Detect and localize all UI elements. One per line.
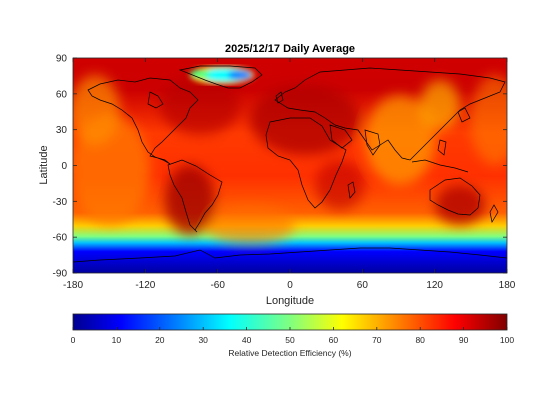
x-tick-label: -180 (63, 280, 83, 291)
y-tick-label: 0 (61, 161, 67, 172)
heatmap-field (73, 58, 507, 273)
coastline-uk (275, 91, 284, 104)
coastline-arabia (329, 124, 353, 149)
x-tick-label: 60 (357, 280, 369, 291)
colorbar-tick-label: 100 (500, 335, 514, 345)
colorbar-ticks: 0 10 20 30 40 50 60 70 80 90 100 (71, 327, 514, 345)
coastline-japan (457, 107, 471, 123)
coastline-africa (265, 117, 347, 209)
coastline-north-america (87, 77, 199, 165)
coastline-philippines (437, 139, 447, 156)
coastline-south-america (167, 159, 223, 233)
colorbar-tick-label: 80 (415, 335, 425, 345)
coastline-greenland (178, 65, 263, 89)
x-tick-label: -120 (135, 280, 155, 291)
y-tick-label: -30 (53, 197, 68, 208)
coastline-madagascar (347, 181, 356, 199)
colorbar-tick-label: 30 (198, 335, 208, 345)
coastline-antarctica (73, 247, 507, 263)
x-axis: -180 -120 -60 0 60 120 180 (63, 58, 516, 291)
y-tick-label: 30 (56, 125, 68, 136)
colorbar-tick-label: 60 (329, 335, 339, 345)
colorbar-label: Relative Detection Efficiency (%) (228, 348, 351, 358)
chart-title: 2025/12/17 Daily Average (225, 43, 355, 55)
coastline-india (364, 129, 381, 156)
colorbar-tick-label: 50 (285, 335, 295, 345)
y-axis-label: Latitude (38, 145, 50, 184)
y-tick-label: -60 (53, 233, 68, 244)
x-tick-label: -60 (210, 280, 225, 291)
colorbar-tick-label: 0 (71, 335, 76, 345)
coastline-hudson-bay (147, 91, 164, 109)
coastlines (73, 65, 507, 263)
x-tick-label: 120 (426, 280, 443, 291)
x-axis-label: Longitude (266, 295, 314, 307)
colorbar-tick-label: 70 (372, 335, 382, 345)
y-axis: 90 60 30 0 -30 -60 -90 (53, 54, 507, 280)
colorbar-tick-label: 90 (459, 335, 469, 345)
x-tick-label: 180 (499, 280, 516, 291)
colorbar-tick-label: 10 (112, 335, 122, 345)
colorbar-tick-label: 40 (242, 335, 252, 345)
x-tick-label: 0 (287, 280, 293, 291)
coastline-new-zealand (489, 204, 499, 223)
coastline-eurasia (274, 67, 506, 161)
y-tick-label: 90 (56, 54, 68, 65)
colorbar-tick-label: 20 (155, 335, 165, 345)
y-tick-label: -90 (53, 269, 68, 280)
greenland-anomaly (190, 66, 254, 84)
coastline-indonesia (411, 159, 469, 173)
y-tick-label: 60 (56, 89, 68, 100)
coastline-australia (429, 177, 481, 216)
